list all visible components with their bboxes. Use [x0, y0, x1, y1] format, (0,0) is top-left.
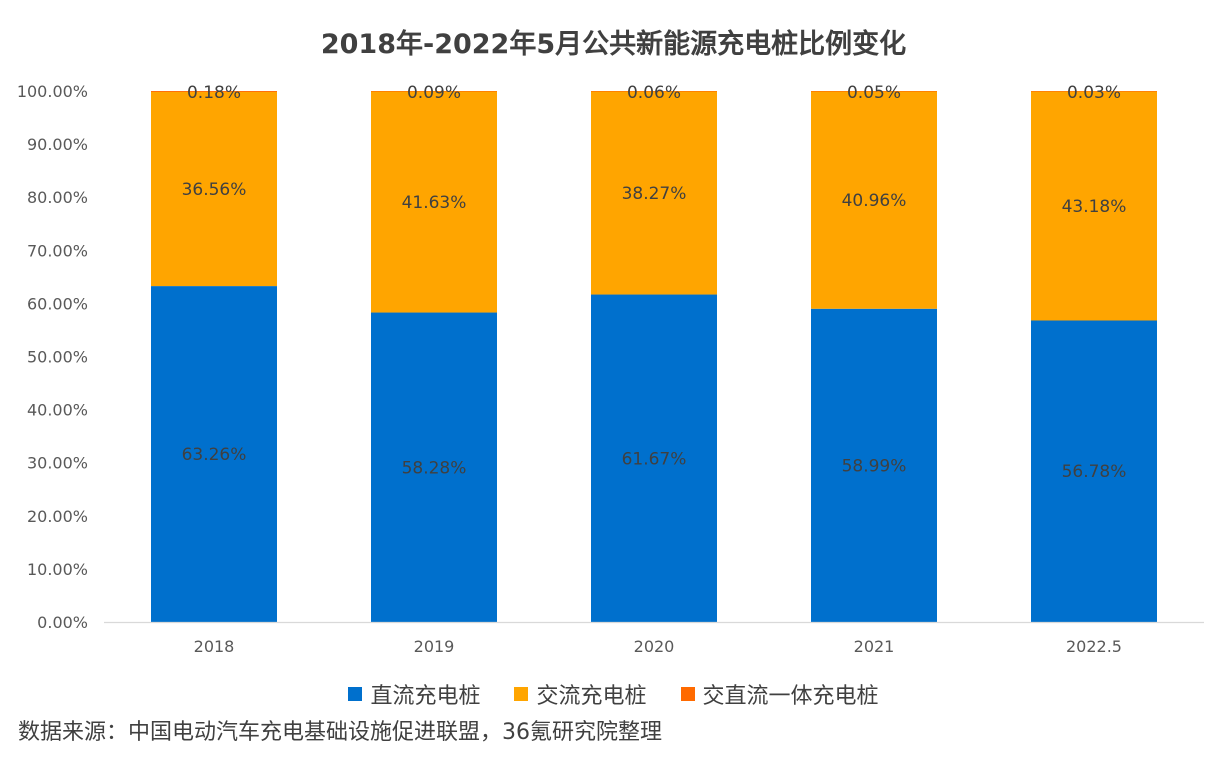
data-label: 61.67%: [622, 449, 687, 469]
y-tick-label: 70.00%: [27, 241, 88, 260]
chart-title: 2018年-2022年5月公共新能源充电桩比例变化: [320, 29, 907, 60]
y-tick-label: 0.00%: [37, 613, 88, 632]
legend-swatch-acdc: [680, 687, 695, 701]
legend-label-ac: 交流充电桩: [536, 684, 647, 709]
data-label: 43.18%: [1062, 197, 1127, 217]
y-tick-label: 30.00%: [27, 454, 88, 473]
data-label: 58.99%: [842, 456, 907, 476]
data-label: 0.09%: [407, 83, 461, 103]
legend-item-dc: 直流充电桩: [348, 678, 480, 710]
bar-segment-2: [371, 91, 497, 92]
bar-segment-1: [811, 91, 937, 309]
y-tick-label: 20.00%: [27, 507, 88, 526]
data-label: 41.63%: [402, 193, 467, 213]
bar-segment-0: [151, 286, 277, 622]
legend-label-dc: 直流充电桩: [370, 684, 481, 709]
y-tick-label: 80.00%: [27, 188, 88, 207]
data-label: 0.05%: [847, 83, 901, 103]
legend-swatch-dc: [348, 687, 363, 701]
chart-legend: 直流充电桩 交流充电桩 交直流一体充电桩: [0, 678, 1227, 710]
y-tick-label: 100.00%: [17, 82, 88, 101]
bar-segment-0: [371, 312, 497, 622]
y-tick-label: 50.00%: [27, 348, 88, 367]
x-tick-label: 2019: [414, 637, 455, 656]
bar-segment-0: [591, 294, 717, 622]
data-label: 0.18%: [187, 83, 241, 103]
y-tick-label: 40.00%: [27, 401, 88, 420]
y-tick-label: 90.00%: [27, 135, 88, 154]
data-label: 63.26%: [182, 445, 247, 465]
data-label: 56.78%: [1062, 462, 1127, 482]
bar-segment-0: [811, 308, 937, 622]
data-label: 38.27%: [622, 184, 687, 204]
x-tick-label: 2018: [194, 637, 235, 656]
data-label: 58.28%: [402, 458, 467, 478]
data-label: 0.06%: [627, 83, 681, 103]
legend-swatch-ac: [514, 687, 529, 701]
bar-segment-1: [371, 91, 497, 313]
bar-segment-2: [1031, 91, 1157, 92]
legend-item-ac: 交流充电桩: [514, 678, 647, 710]
source-note: 数据来源：中国电动汽车充电基础设施促进联盟，36氪研究院整理: [18, 720, 662, 745]
bar-segment-1: [591, 91, 717, 295]
y-tick-label: 60.00%: [27, 294, 88, 313]
data-label: 40.96%: [842, 191, 907, 211]
legend-item-acdc: 交直流一体充电桩: [680, 678, 879, 710]
bar-segment-1: [1031, 91, 1157, 321]
bar-segment-2: [591, 91, 717, 92]
y-tick-label: 10.00%: [27, 560, 88, 579]
data-label: 0.03%: [1067, 83, 1121, 103]
bar-segment-2: [151, 91, 277, 92]
legend-label-acdc: 交直流一体充电桩: [702, 684, 879, 709]
bar-segment-0: [1031, 320, 1157, 622]
x-tick-label: 2021: [854, 637, 895, 656]
x-tick-label: 2022.5: [1066, 637, 1122, 656]
bar-segment-1: [151, 91, 277, 287]
x-tick-label: 2020: [634, 637, 675, 656]
data-label: 36.56%: [182, 180, 247, 200]
bar-segment-2: [811, 91, 937, 92]
